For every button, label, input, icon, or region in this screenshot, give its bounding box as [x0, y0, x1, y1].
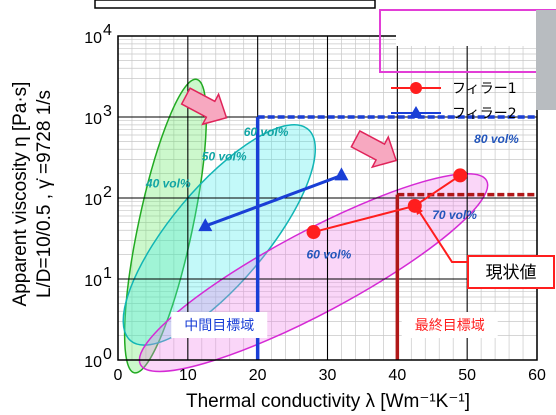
y-tick-label: 10 — [84, 111, 102, 128]
series-2-point — [198, 218, 213, 232]
series-1-point — [306, 225, 321, 240]
x-tick-label: 30 — [319, 367, 337, 384]
y-tick-exponent: 1 — [103, 265, 112, 282]
filler-photo — [536, 10, 556, 110]
legend-label-filler1: フィラー1 — [452, 81, 517, 97]
y-tick-exponent: 0 — [103, 346, 112, 363]
y-tick-exponent: 3 — [103, 103, 112, 120]
arrow-to-final — [350, 129, 398, 169]
y-tick-label: 10 — [84, 30, 102, 47]
legend-marker-filler1 — [410, 82, 422, 94]
current-value-callout: 現状値 — [414, 204, 555, 289]
y-tick-label: 10 — [84, 273, 102, 290]
y-tick-label: 10 — [84, 192, 102, 209]
region-label-intermediate: 中間目標域 — [184, 318, 254, 334]
legend-frame — [379, 9, 556, 73]
x-tick-label: 40 — [388, 367, 406, 384]
region-label-intermediate-bg — [171, 312, 268, 338]
annotation-vol-2: 40 vol% — [145, 176, 191, 190]
annotation-vol-4: 70 vol% — [432, 208, 477, 222]
x-tick-label: 50 — [458, 367, 476, 384]
series-line-2 — [204, 174, 342, 228]
x-tick-label: 60 — [528, 367, 546, 384]
series-1-point — [453, 168, 468, 183]
y-tick-exponent: 4 — [103, 22, 112, 39]
annotation-vol-0: 60 vol% — [244, 125, 289, 139]
callout-label: 現状値 — [486, 263, 537, 283]
x-axis-label: Thermal conductivity λ [Wm⁻¹K⁻¹] — [186, 391, 470, 412]
callout-arrowhead — [415, 205, 423, 215]
y-axis-label-line1: Apparent viscosity η [Pa·s] — [10, 82, 31, 307]
annotation-vol-3: 80 vol% — [474, 132, 519, 146]
legend-label-filler2: フィラー2 — [452, 106, 517, 122]
series-2-point — [334, 167, 349, 181]
x-tick-label: 10 — [179, 367, 197, 384]
annotation-vol-1: 50 vol% — [202, 150, 247, 164]
arrow-to-intermediate — [180, 87, 228, 126]
x-tick-label: 0 — [114, 367, 123, 384]
annotation-vol-5: 60 vol% — [307, 247, 352, 261]
region-label-final-bg — [401, 312, 498, 338]
callout-box — [467, 255, 555, 289]
legend: フィラー1 フィラー2 — [379, 9, 556, 122]
axes-frame — [117, 35, 538, 361]
y-tick-exponent: 2 — [103, 184, 112, 201]
legend-marker-filler2 — [409, 106, 423, 118]
region-label-final: 最終目標域 — [415, 318, 485, 334]
legend-bg — [396, 12, 556, 46]
x-tick-label: 20 — [249, 367, 267, 384]
y-axis-label-line2: L/D=10/0.5 , γ̇ =9728 1/s — [34, 90, 55, 298]
top-panel-edge — [94, 0, 376, 9]
y-tick-label: 10 — [84, 354, 102, 371]
